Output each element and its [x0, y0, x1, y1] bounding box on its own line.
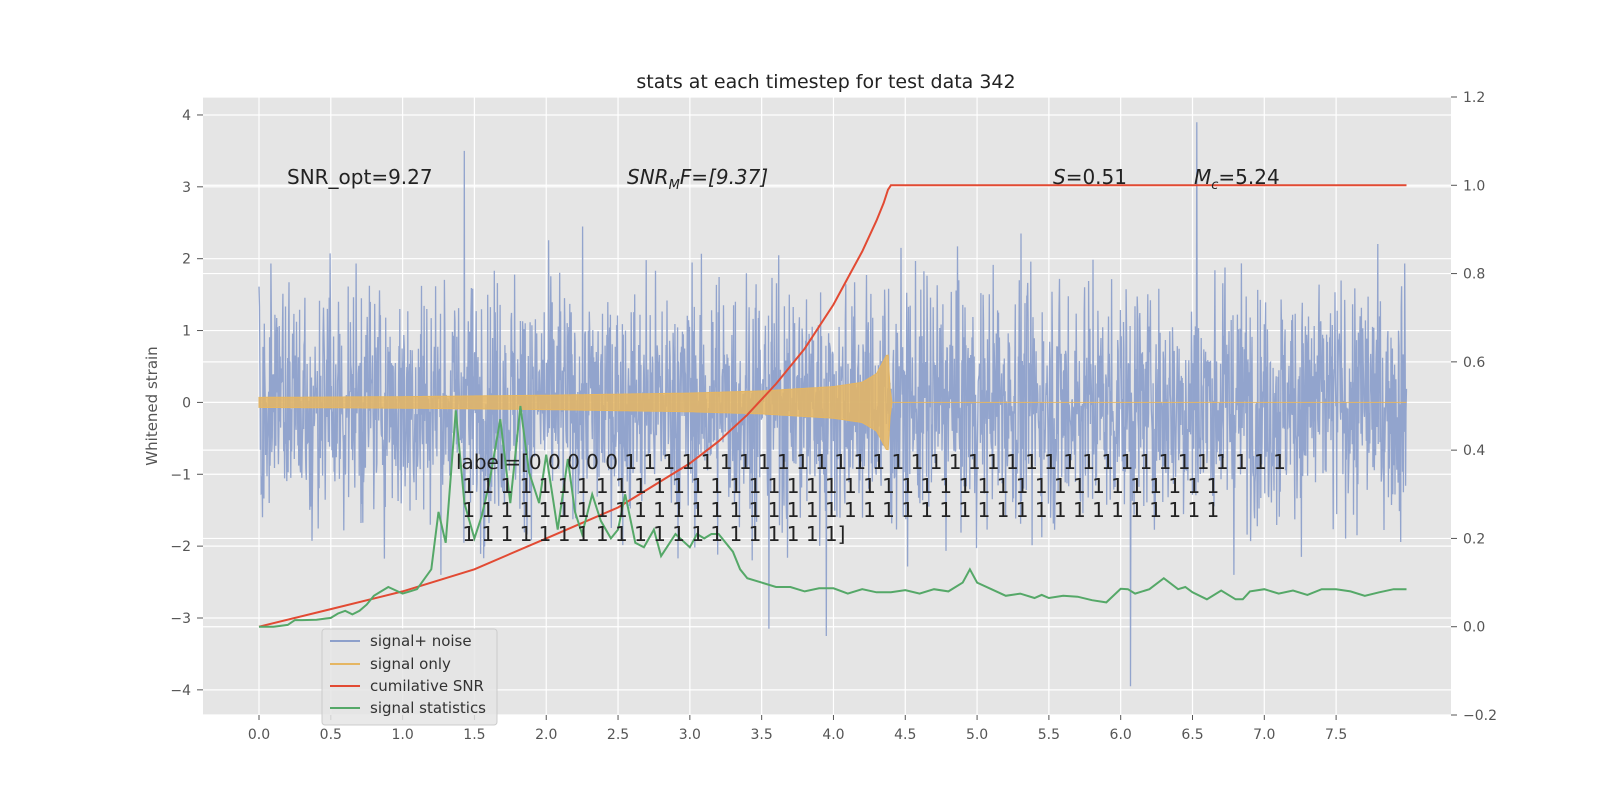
y-tick-label: 3 — [182, 180, 191, 196]
x-tick-label: 7.0 — [1253, 727, 1275, 743]
y2-tick-label: 0.6 — [1463, 355, 1485, 371]
y-tick-label: −2 — [170, 539, 191, 555]
chart-title: stats at each timestep for test data 342 — [636, 71, 1015, 93]
y2-tick-label: 1.0 — [1463, 178, 1485, 194]
signal-only-area — [258, 354, 1407, 451]
axes: 0.0 0.5 1.0 1.5 2.0 2.5 3.0 3.5 4.0 4.5 5.0 5.5 6.0 6… — [170, 90, 1497, 743]
legend-label-signal-statistics: signal statistics — [370, 699, 486, 717]
signal-statistics-line — [259, 405, 1407, 628]
cumulative-snr-series — [258, 184, 1407, 628]
signal-noise-line — [258, 122, 1408, 687]
x-tick-label: 2.5 — [607, 727, 629, 743]
snr-mf-subscript: M — [669, 178, 680, 193]
y-tick-label: −1 — [170, 467, 191, 483]
x-tick-label: 5.5 — [1038, 727, 1060, 743]
cumulative-snr-line — [258, 184, 1407, 628]
label-line: 1 1 1 1 1 1 1 1 1 1 1 1 1 1 1 1 1 1 1 1 … — [456, 474, 1219, 498]
x-tick-label: 7.5 — [1325, 727, 1347, 743]
x-tick-label: 3.0 — [679, 727, 701, 743]
y-axis-label: Whitened strain — [143, 346, 161, 465]
x-tick-label: 6.5 — [1181, 727, 1203, 743]
x-tick-label: 5.0 — [966, 727, 988, 743]
y2-tick-label: 1.2 — [1463, 90, 1485, 106]
y-tick-label: 1 — [182, 324, 191, 340]
x-tick-label: 3.5 — [751, 727, 773, 743]
signal-only-series — [258, 354, 1407, 451]
s-annotation: S=0.51 — [1053, 165, 1127, 189]
x-tick-label: 0.0 — [248, 727, 270, 743]
x-tick-label: 1.0 — [391, 727, 413, 743]
y2-tick-label: 0.8 — [1463, 267, 1485, 283]
y-tick-label: 2 — [182, 252, 191, 268]
y2-tick-label: 0.2 — [1463, 531, 1485, 547]
mc-subscript: c — [1211, 178, 1218, 193]
x-tick-label: 2.0 — [535, 727, 557, 743]
mc-annotation: Mc=5.24 — [1194, 165, 1280, 193]
mc-value: =5.24 — [1218, 165, 1279, 189]
label-line: 1 1 1 1 1 1 1 1 1 1 1 1 1 1 1 1 1 1 1 1 … — [456, 498, 1219, 522]
y-tick-label: 4 — [182, 108, 191, 124]
y-tick-label: −3 — [170, 611, 191, 627]
label-line: 1 1 1 1 1 1 1 1 1 1 1 1 1 1 1 1 1 1 1 1] — [456, 522, 845, 546]
legend-box — [321, 628, 498, 726]
x-tick-label: 1.5 — [463, 727, 485, 743]
label-annotation: label=[0 0 0 0 0 1 1 1 1 1 1 1 1 1 1 1 1… — [456, 450, 1286, 546]
y2-tick-label: 0.4 — [1463, 443, 1485, 459]
legend-label-cumulative-snr: cumilative SNR — [370, 677, 484, 695]
snr-opt-annotation: SNR_opt=9.27 — [287, 165, 433, 189]
x-tick-label: 6.0 — [1110, 727, 1132, 743]
snr-mf-symbol: SNR — [627, 165, 669, 189]
y2-tick-label: −0.2 — [1463, 708, 1497, 724]
legend: signal+ noise signal only cumilative SNR… — [321, 628, 498, 726]
s-symbol: S — [1053, 165, 1066, 189]
legend-label-signal-noise: signal+ noise — [370, 632, 472, 650]
legend-label-signal-only: signal only — [370, 655, 451, 673]
y-tick-label: −4 — [170, 683, 191, 699]
mc-symbol: M — [1194, 165, 1211, 189]
snr-mf-value: F=[9.37] — [680, 165, 768, 189]
signal-statistics-series — [259, 405, 1407, 628]
snr-mf-annotation: SNRMF=[9.37] — [627, 165, 768, 193]
s-value: =0.51 — [1066, 165, 1127, 189]
y-tick-label: 0 — [182, 395, 191, 411]
x-tick-label: 4.5 — [894, 727, 916, 743]
x-tick-label: 0.5 — [320, 727, 342, 743]
x-tick-label: 4.0 — [822, 727, 844, 743]
signal-noise-series — [258, 122, 1408, 687]
y2-tick-label: 0.0 — [1463, 620, 1485, 636]
label-line: label=[0 0 0 0 0 1 1 1 1 1 1 1 1 1 1 1 1… — [456, 450, 1286, 474]
